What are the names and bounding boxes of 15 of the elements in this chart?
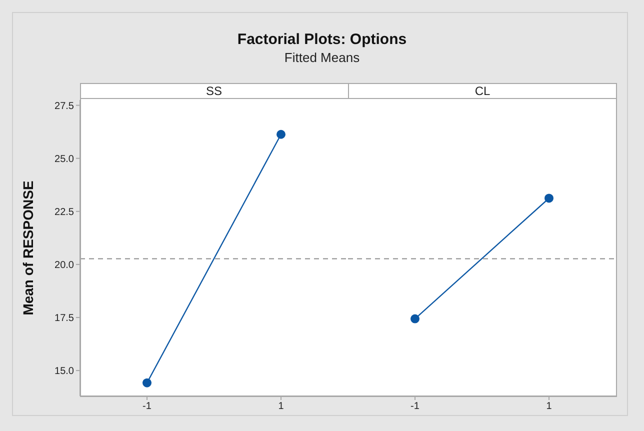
y-tick-label: 17.5 xyxy=(54,313,74,324)
chart-title: Factorial Plots: Options xyxy=(236,31,408,48)
y-tick-label: 25.0 xyxy=(54,154,74,165)
x-tick-label: 1 xyxy=(278,401,284,412)
x-tick-label: 1 xyxy=(546,401,552,412)
x-axis-title: CL xyxy=(348,83,616,99)
x-tick-label: -1 xyxy=(142,401,152,412)
x-tick-label: -1 xyxy=(410,401,420,412)
x-axis-title: SS xyxy=(80,83,348,99)
y-tick-label: 27.5 xyxy=(54,100,74,112)
y-tick-label: 22.5 xyxy=(54,206,74,218)
y-tick-label: 15.0 xyxy=(54,366,74,378)
y-tick-label: 20.0 xyxy=(54,260,74,271)
y-axis-title: Mean of RESPONSE xyxy=(20,180,36,316)
chart-subtitle: Fitted Means xyxy=(283,50,361,65)
